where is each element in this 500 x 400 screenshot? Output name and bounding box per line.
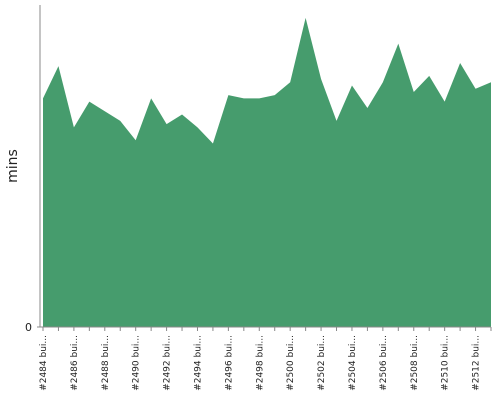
x-tick-label: #2508 bui... xyxy=(410,335,420,391)
x-tick-label: #2512 bui... xyxy=(472,335,482,391)
x-tick-label: #2484 bui... xyxy=(39,335,49,391)
x-tick-label: #2506 bui... xyxy=(379,335,389,391)
x-tick-label: #2510 bui... xyxy=(441,335,451,391)
x-tick-label: #2490 bui... xyxy=(132,335,142,391)
x-tick-label: #2486 bui... xyxy=(70,335,80,391)
x-tick-label: #2488 bui... xyxy=(101,335,111,391)
x-tick-label: #2504 bui... xyxy=(348,335,358,391)
area xyxy=(43,17,491,327)
x-tick-label: #2496 bui... xyxy=(224,335,234,391)
x-tick-label: #2492 bui... xyxy=(163,335,173,391)
x-tick-label: #2502 bui... xyxy=(317,335,327,391)
y-axis-label: mins xyxy=(5,149,21,183)
y-tick-label: 0 xyxy=(25,321,32,334)
x-tick-label: #2500 bui... xyxy=(286,335,296,391)
x-tick-label: #2498 bui... xyxy=(255,335,265,391)
x-tick-label: #2494 bui... xyxy=(193,335,203,391)
